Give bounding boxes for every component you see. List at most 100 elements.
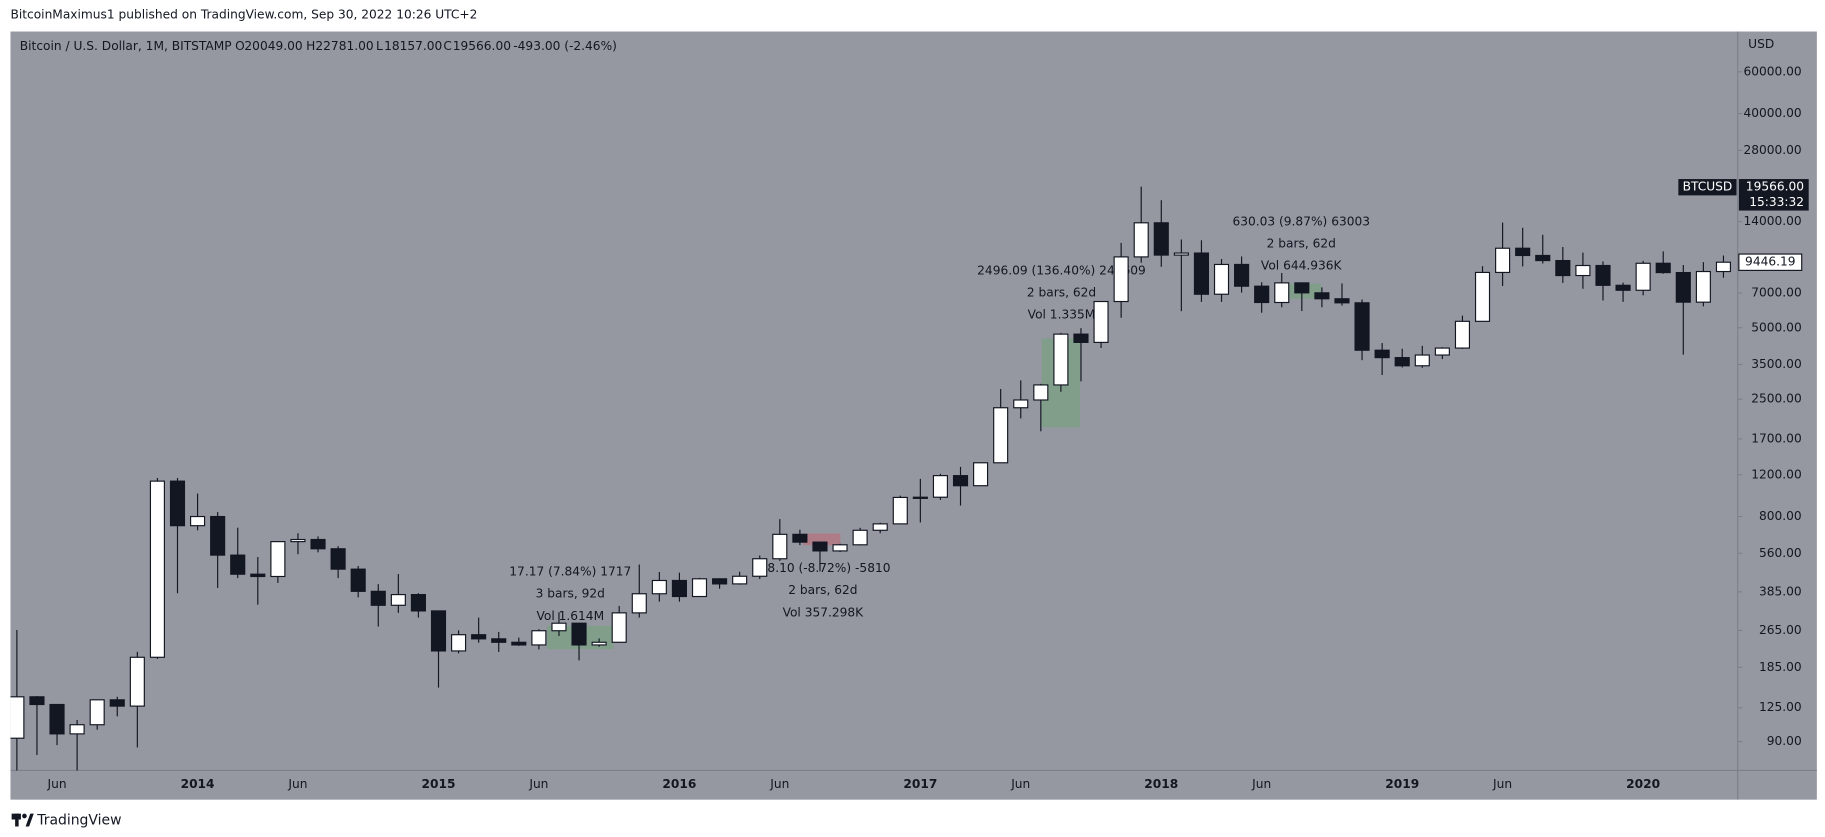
measure-label: Vol 1.614M [537, 609, 605, 623]
candle-body [1173, 252, 1189, 256]
candle-body [29, 696, 45, 706]
candle-body [10, 696, 25, 739]
candle-body [732, 575, 748, 585]
footer-brand: TradingView [36, 813, 121, 829]
legend-key: H [306, 39, 315, 53]
measure-label: -58.10 (-8.72%) -5810 [755, 561, 890, 575]
x-tick-label: Jun [769, 777, 789, 791]
candle-body [892, 496, 908, 525]
x-tick-label: Jun [1010, 777, 1030, 791]
symbol: Bitcoin / U.S. Dollar, 1M, BITSTAMP [20, 39, 232, 53]
x-tick-label: 2019 [1385, 777, 1419, 791]
y-tick-label: 560.00 [1759, 546, 1802, 560]
y-tick-label: 7000.00 [1751, 286, 1801, 300]
candle-body [952, 475, 969, 487]
y-tick-label: 1700.00 [1751, 431, 1801, 445]
candle-body [1133, 222, 1149, 258]
measure-label: Vol 357.298K [783, 605, 865, 619]
candle-body [812, 541, 828, 552]
measure-label: Vol 644.936K [1261, 259, 1343, 273]
candle-body [973, 462, 989, 487]
currency: USD [1748, 37, 1774, 51]
candle-body [129, 656, 145, 707]
y-tick-label: 90.00 [1767, 734, 1802, 748]
y-tick-label: 385.00 [1759, 584, 1802, 598]
legend-change: -493.00 (-2.46%) [513, 39, 617, 53]
plot-area [10, 31, 1817, 800]
candle-body [551, 622, 567, 632]
candle-body [1334, 298, 1350, 304]
symbol-tag-box [1678, 179, 1737, 196]
candle-body [852, 529, 868, 546]
candle-body [1093, 300, 1109, 343]
candle-body [1595, 264, 1611, 286]
measure-label: 2 bars, 62d [788, 583, 857, 597]
candle-body [1695, 270, 1711, 303]
candle-body [1495, 247, 1511, 274]
x-tick-label: Jun [1492, 777, 1512, 791]
candle-body [210, 515, 226, 556]
measure-label: 17.17 (7.84%) 1717 [509, 564, 631, 578]
candle-body [290, 538, 306, 543]
candle-body [190, 515, 206, 527]
legend-value: 19566.00 [453, 39, 511, 53]
candle-body [872, 523, 888, 531]
legend-value: 18157.00 [384, 39, 442, 53]
candle-body [1354, 302, 1370, 351]
candle-body [772, 533, 788, 560]
countdown: 15:33:32 [1749, 195, 1804, 209]
measure-label: 2496.09 (136.40%) 249609 [977, 263, 1146, 277]
y-tick-label: 40000.00 [1743, 106, 1801, 120]
x-tick-label: 2017 [903, 777, 937, 791]
candle-body [1715, 261, 1732, 273]
candle-body [410, 593, 426, 612]
x-tick-label: Jun [47, 777, 67, 791]
legend-value: 22781.00 [315, 39, 373, 53]
candle-body [1414, 354, 1430, 367]
candle-body [591, 641, 607, 646]
measure-label: 630.03 (9.87%) 63003 [1232, 214, 1370, 228]
candles [10, 186, 1732, 771]
candle-body [491, 638, 507, 643]
measure-label: 2 bars, 62d [1267, 236, 1336, 250]
x-tick-label: 2015 [422, 777, 456, 791]
last-price-box [1738, 253, 1803, 271]
candle-body [993, 407, 1009, 464]
y-tick-label: 1200.00 [1751, 467, 1801, 481]
y-tick-label: 14000.00 [1743, 214, 1801, 228]
candle-body [1254, 285, 1270, 304]
candle-body [671, 579, 687, 598]
candle-body [49, 703, 65, 735]
publisher: BitcoinMaximus1 published on TradingView… [10, 8, 477, 22]
candle-body [1113, 256, 1129, 303]
x-tick-label: Jun [287, 777, 307, 791]
candle-body [1153, 222, 1169, 256]
symbol-tag: BTCUSD [1683, 180, 1733, 194]
candle-body [1635, 262, 1651, 291]
candle-body [1394, 357, 1410, 367]
x-tick-label: 2018 [1144, 777, 1178, 791]
y-tick-label: 2500.00 [1751, 392, 1801, 406]
candle-body [89, 699, 105, 726]
candle-body [1655, 262, 1671, 274]
candle-body [571, 622, 587, 646]
x-tick-label: 2014 [181, 777, 215, 791]
candle-body [1234, 263, 1250, 287]
legend-key: L [376, 39, 383, 53]
candle-body [1474, 271, 1491, 322]
candle-body [631, 593, 647, 614]
candle-body [832, 544, 848, 552]
measure-label: 2 bars, 62d [1027, 285, 1096, 299]
y-tick-label: 185.00 [1759, 660, 1802, 674]
x-tick-label: Jun [528, 777, 548, 791]
measure-label: Vol 1.335M [1028, 308, 1096, 322]
measure-label: 3 bars, 92d [536, 587, 605, 601]
candle-body [1555, 259, 1571, 277]
candle-body [1294, 282, 1310, 294]
legend-value: 20049.00 [244, 39, 302, 53]
x-tick-label: 2016 [662, 777, 696, 791]
y-tick-label: 3500.00 [1751, 357, 1801, 371]
candle-body [471, 634, 487, 640]
candle-body [169, 480, 186, 527]
candle-body [230, 554, 246, 575]
